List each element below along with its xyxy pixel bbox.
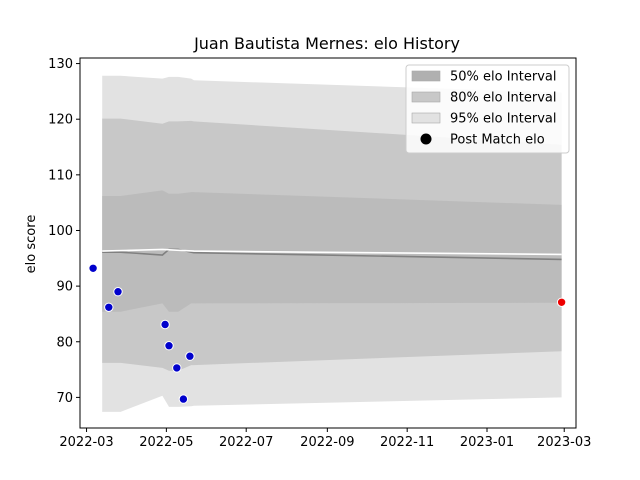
legend-label-2: 95% elo Interval <box>450 112 557 127</box>
band-50 <box>102 190 562 312</box>
legend-marker-3 <box>420 133 432 145</box>
y-tick-label-3: 100 <box>48 224 73 239</box>
post-match-elo-point-7 <box>185 351 195 361</box>
y-tick-label-4: 110 <box>48 168 73 183</box>
post-match-elo-point-5 <box>172 363 182 373</box>
y-tick-label-2: 90 <box>56 280 73 295</box>
x-tick-label-6: 2023-03 <box>537 435 591 450</box>
plot-area: 2022-03 2022-05 2022-07 2022-09 2022-11 2023-… <box>48 57 591 450</box>
post-match-elo-point-1 <box>104 302 114 312</box>
legend-label-3: Post Match elo <box>450 133 545 148</box>
post-match-elo-point-2 <box>113 287 123 297</box>
x-tick-label-1: 2022-05 <box>139 435 193 450</box>
legend: 50% elo Interval 80% elo Interval 95% elo … <box>405 64 570 154</box>
y-tick-label-5: 120 <box>48 113 73 128</box>
x-tick-label-2: 2022-07 <box>219 435 273 450</box>
y-tick-label-6: 130 <box>48 57 73 72</box>
chart-title: Juan Bautista Mernes: elo History <box>193 34 460 53</box>
x-tick-label-5: 2023-01 <box>460 435 514 450</box>
legend-label-1: 80% elo Interval <box>450 91 557 106</box>
legend-swatch-0 <box>411 70 441 82</box>
axes-frame <box>79 57 577 429</box>
latest-elo-point-0 <box>556 297 567 307</box>
post-match-elo-point-6 <box>178 394 189 404</box>
x-tick-label-0: 2022-03 <box>59 435 113 450</box>
post-match-elo-point-3 <box>160 319 170 330</box>
y-tick-label-1: 80 <box>56 335 73 350</box>
legend-swatch-1 <box>411 91 441 103</box>
y-axis-title: elo score <box>24 215 39 274</box>
post-match-elo-point-4 <box>164 341 174 351</box>
reference-line <box>102 248 562 256</box>
y-tick-label-0: 70 <box>56 391 73 406</box>
legend-label-0: 50% elo Interval <box>450 70 557 85</box>
x-tick-label-3: 2022-09 <box>300 435 354 450</box>
post-match-elo-point-0 <box>88 263 98 273</box>
x-tick-label-4: 2022-11 <box>380 435 434 450</box>
legend-box <box>405 64 570 154</box>
legend-swatch-2 <box>411 112 441 124</box>
